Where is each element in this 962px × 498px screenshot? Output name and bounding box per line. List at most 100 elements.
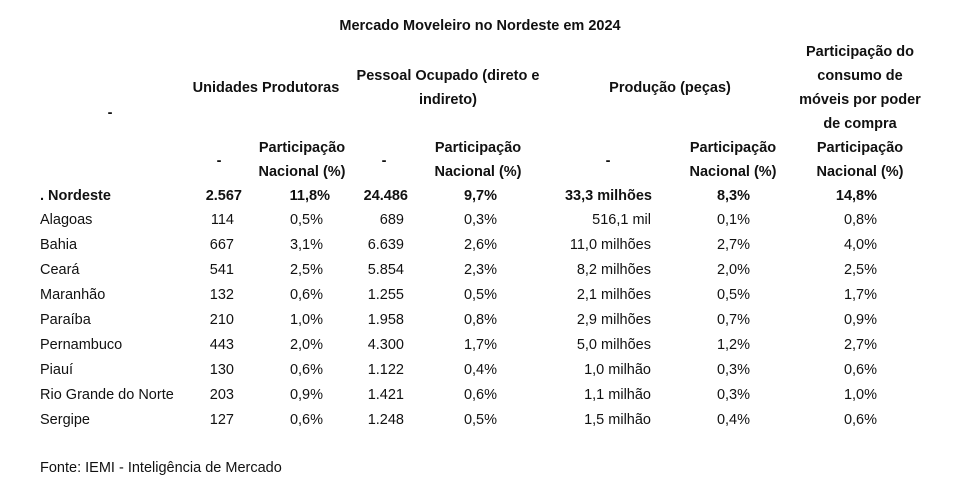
cell-unidades-pct: 1,0% (289, 312, 323, 328)
cell-consumo-pct: 2,7% (843, 337, 877, 353)
cell-producao: 2,9 milhões (576, 312, 651, 328)
total-region: . Nordeste (40, 188, 111, 204)
header-participacao-consumo: Participação do consumo de móveis por po… (799, 44, 921, 132)
cell-unidades: 132 (209, 287, 234, 303)
cell-producao-pct: 1,2% (716, 337, 750, 353)
cell-pessoal: 1.421 (367, 387, 404, 403)
total-pessoal-pct: 9,7% (463, 188, 497, 204)
row-label-header: - (107, 105, 113, 121)
cell-consumo-pct: 0,9% (843, 312, 877, 328)
table-row: Maranhão 132 0,6% 1.255 0,5% 2,1 milhões… (0, 283, 962, 307)
cell-unidades: 114 (210, 212, 234, 228)
cell-unidades: 210 (209, 312, 234, 328)
cell-producao: 8,2 milhões (576, 262, 651, 278)
total-unidades: 2.567 (205, 188, 242, 204)
cell-unidades: 667 (209, 237, 234, 253)
cell-pessoal: 4.300 (367, 337, 404, 353)
subheader-producao-dash: - (605, 153, 611, 169)
cell-pessoal-pct: 1,7% (463, 337, 497, 353)
cell-pessoal: 5.854 (367, 262, 404, 278)
cell-pessoal: 1.248 (367, 412, 404, 428)
table-row: Alagoas 114 0,5% 689 0,3% 516,1 mil 0,1%… (0, 208, 962, 232)
cell-producao: 516,1 mil (592, 212, 651, 228)
cell-pessoal: 689 (379, 212, 404, 228)
cell-pessoal-pct: 0,5% (463, 287, 497, 303)
cell-producao-pct: 0,3% (716, 362, 750, 378)
source-note: Fonte: IEMI - Inteligência de Mercado (40, 460, 282, 476)
cell-region: Pernambuco (40, 337, 123, 353)
cell-producao-pct: 2,7% (716, 237, 750, 253)
cell-producao: 1,5 milhão (584, 412, 651, 428)
cell-producao-pct: 0,5% (716, 287, 750, 303)
cell-unidades: 203 (209, 387, 234, 403)
cell-consumo-pct: 2,5% (843, 262, 877, 278)
table-row: Rio Grande do Norte 203 0,9% 1.421 0,6% … (0, 383, 962, 407)
header-producao: Produção (peças) (609, 80, 731, 96)
state-rows: Alagoas 114 0,5% 689 0,3% 516,1 mil 0,1%… (0, 208, 962, 432)
table-row: Pernambuco 443 2,0% 4.300 1,7% 5,0 milhõ… (0, 333, 962, 357)
cell-consumo-pct: 0,6% (843, 412, 877, 428)
cell-pessoal: 1.122 (367, 362, 404, 378)
cell-region: Rio Grande do Norte (40, 387, 174, 403)
subheader-pessoal-dash: - (381, 153, 387, 169)
cell-region: Sergipe (40, 412, 90, 428)
total-producao: 33,3 milhões (564, 188, 652, 204)
table-row: Bahia 667 3,1% 6.639 2,6% 11,0 milhões 2… (0, 233, 962, 257)
cell-pessoal-pct: 0,4% (463, 362, 497, 378)
table-row: Sergipe 127 0,6% 1.248 0,5% 1,5 milhão 0… (0, 408, 962, 432)
cell-consumo-pct: 1,7% (843, 287, 877, 303)
cell-region: Bahia (40, 237, 78, 253)
cell-region: Paraíba (40, 312, 91, 328)
cell-unidades-pct: 0,6% (289, 287, 323, 303)
subheader-producao-participacao: Participação Nacional (%) (689, 140, 777, 180)
cell-unidades-pct: 0,6% (289, 362, 323, 378)
subheader-pessoal-participacao: Participação Nacional (%) (434, 140, 522, 180)
cell-producao-pct: 0,1% (716, 212, 750, 228)
cell-region: Alagoas (40, 212, 93, 228)
cell-pessoal-pct: 0,8% (463, 312, 497, 328)
cell-unidades-pct: 0,6% (289, 412, 323, 428)
table-row: Piauí 130 0,6% 1.122 0,4% 1,0 milhão 0,3… (0, 358, 962, 382)
total-consumo-pct: 14,8% (835, 188, 877, 204)
table-title: Mercado Moveleiro no Nordeste em 2024 (339, 18, 621, 34)
total-unidades-pct: 11,8% (289, 188, 330, 204)
cell-unidades-pct: 2,5% (289, 262, 323, 278)
cell-pessoal: 6.639 (367, 237, 404, 253)
cell-pessoal-pct: 2,6% (463, 237, 497, 253)
cell-unidades: 130 (209, 362, 234, 378)
total-producao-pct: 8,3% (716, 188, 750, 204)
cell-consumo-pct: 4,0% (843, 237, 877, 253)
cell-pessoal: 1.255 (367, 287, 404, 303)
cell-unidades-pct: 0,5% (289, 212, 323, 228)
cell-producao-pct: 0,4% (716, 412, 750, 428)
cell-producao: 11,0 milhões (569, 237, 651, 253)
cell-pessoal-pct: 0,3% (463, 212, 497, 228)
cell-region: Maranhão (40, 287, 106, 303)
cell-producao-pct: 2,0% (716, 262, 750, 278)
cell-pessoal: 1.958 (367, 312, 404, 328)
table-row: Ceará 541 2,5% 5.854 2,3% 8,2 milhões 2,… (0, 258, 962, 282)
header-unidades-produtoras: Unidades Produtoras (192, 80, 340, 96)
cell-consumo-pct: 1,0% (843, 387, 877, 403)
table-row: Paraíba 210 1,0% 1.958 0,8% 2,9 milhões … (0, 308, 962, 332)
total-pessoal: 24.486 (363, 188, 408, 204)
cell-producao: 2,1 milhões (576, 287, 651, 303)
subheader-consumo-participacao: Participação Nacional (%) (816, 140, 904, 180)
cell-producao: 1,0 milhão (584, 362, 651, 378)
cell-unidades: 127 (209, 412, 234, 428)
cell-producao: 1,1 milhão (584, 387, 651, 403)
cell-unidades: 443 (209, 337, 234, 353)
cell-producao-pct: 0,7% (716, 312, 750, 328)
cell-region: Ceará (40, 262, 80, 278)
cell-region: Piauí (40, 362, 74, 378)
cell-producao: 5,0 milhões (576, 337, 651, 353)
cell-pessoal-pct: 0,6% (463, 387, 497, 403)
cell-consumo-pct: 0,8% (843, 212, 877, 228)
cell-pessoal-pct: 2,3% (463, 262, 497, 278)
cell-unidades: 541 (209, 262, 234, 278)
cell-consumo-pct: 0,6% (843, 362, 877, 378)
cell-producao-pct: 0,3% (716, 387, 750, 403)
header-pessoal-ocupado: Pessoal Ocupado (direto e indireto) (356, 68, 540, 108)
cell-unidades-pct: 0,9% (289, 387, 323, 403)
cell-unidades-pct: 2,0% (289, 337, 323, 353)
